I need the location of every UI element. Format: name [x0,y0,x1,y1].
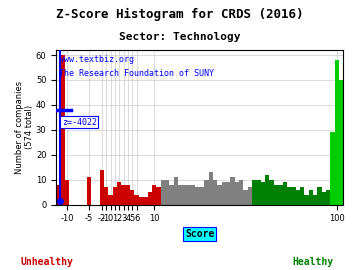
Bar [156,187,161,204]
Bar [121,185,126,204]
Bar [309,190,313,204]
Bar [148,192,152,204]
Bar [313,195,318,204]
Bar [326,190,330,204]
Text: Z-Score Histogram for CRDS (2016): Z-Score Histogram for CRDS (2016) [56,8,304,21]
Bar [117,182,121,204]
Bar [104,187,108,204]
Text: Unhealthy: Unhealthy [21,256,73,266]
Bar [195,187,200,204]
Bar [113,187,117,204]
Bar [204,180,208,204]
Bar [248,187,252,204]
Bar [100,170,104,204]
Bar [178,185,183,204]
Bar [335,60,339,204]
Bar [235,182,239,204]
Bar [256,180,261,204]
Bar [143,197,148,204]
Bar [278,185,283,204]
Bar [330,132,335,204]
Bar [174,177,178,204]
Bar [318,187,322,204]
Bar [274,185,278,204]
Bar [60,55,65,204]
Bar [161,180,165,204]
Bar [287,187,291,204]
Bar [269,180,274,204]
Y-axis label: Number of companies
(574 total): Number of companies (574 total) [15,81,35,174]
Bar [261,182,265,204]
Bar [152,185,156,204]
Bar [130,190,135,204]
Bar [135,195,139,204]
Bar [226,182,230,204]
Bar [265,175,269,204]
Bar [217,185,221,204]
Bar [283,182,287,204]
Bar [239,180,243,204]
Bar [339,80,343,204]
Bar [213,180,217,204]
Bar [169,185,174,204]
Text: The Research Foundation of SUNY: The Research Foundation of SUNY [59,69,214,78]
Bar [139,197,143,204]
Bar [304,195,309,204]
Bar [187,185,191,204]
Text: z=-4022: z=-4022 [62,118,97,127]
Bar [165,180,169,204]
Bar [191,185,195,204]
Bar [126,185,130,204]
Bar [200,187,204,204]
Bar [252,180,256,204]
Bar [108,195,113,204]
Text: Sector: Technology: Sector: Technology [119,32,241,42]
Text: Healthy: Healthy [293,256,334,266]
Bar [87,177,91,204]
Bar [56,185,60,204]
Text: www.textbiz.org: www.textbiz.org [59,55,134,64]
Bar [243,190,248,204]
Bar [296,190,300,204]
Bar [291,187,296,204]
Bar [183,185,187,204]
Bar [322,192,326,204]
Bar [230,177,235,204]
X-axis label: Score: Score [185,229,215,239]
Bar [221,182,226,204]
Bar [300,187,304,204]
Bar [65,180,69,204]
Bar [208,172,213,204]
